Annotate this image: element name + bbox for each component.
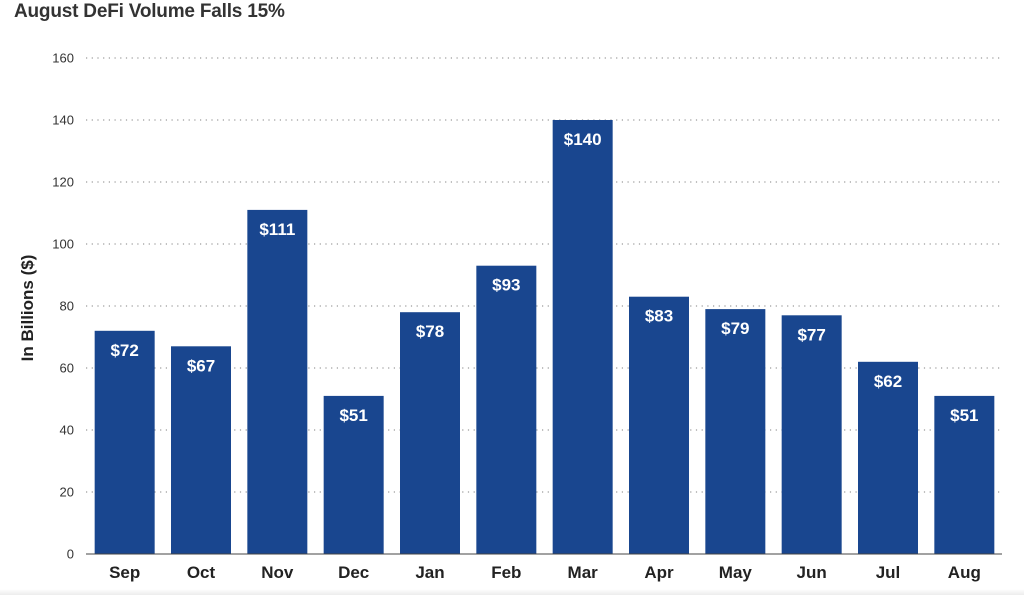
bar (705, 309, 766, 554)
bar (94, 330, 155, 554)
bar (629, 296, 689, 554)
bar (858, 361, 918, 554)
bar-value-label: $78 (416, 322, 444, 341)
x-tick-label: Jan (415, 563, 444, 582)
x-tick-label: Oct (187, 563, 216, 582)
bar-value-label: $51 (950, 406, 978, 425)
bar-value-label: $72 (110, 341, 138, 360)
x-tick-label: Sep (109, 563, 140, 582)
y-tick-label: 0 (67, 547, 74, 562)
x-tick-label: Feb (491, 563, 521, 582)
bar-value-label: $93 (492, 276, 520, 295)
bar-value-label: $79 (721, 319, 749, 338)
x-tick-label: Apr (644, 563, 674, 582)
page-bottom-shade (0, 589, 1024, 595)
x-tick-label: Dec (338, 563, 369, 582)
bar (323, 395, 384, 554)
bar (400, 312, 460, 554)
bar-value-label: $83 (645, 307, 673, 326)
y-axis-ticks: 0 20 40 60 80 100 120 140 160 (52, 51, 74, 562)
x-tick-label: Nov (261, 563, 294, 582)
bar-value-label: $62 (874, 372, 902, 391)
chart-title: August DeFi Volume Falls 15% (14, 1, 285, 22)
bar (247, 209, 308, 554)
y-tick-label: 160 (52, 51, 74, 66)
y-tick-label: 20 (60, 485, 74, 500)
x-tick-label: Jun (797, 563, 827, 582)
bar-value-label: $67 (187, 356, 215, 375)
bar (171, 346, 231, 554)
bar (934, 395, 995, 554)
bar-value-label: $77 (797, 325, 825, 344)
y-tick-label: 60 (60, 361, 74, 376)
bar (476, 265, 537, 554)
bar (552, 120, 613, 554)
bar-value-label: $111 (259, 220, 295, 239)
y-axis-title: In Billions ($) (18, 255, 37, 362)
x-axis-labels: Sep Oct Nov Dec Jan Feb Mar Apr May Jun Jul Aug (109, 563, 981, 582)
bar-value-label: $140 (564, 130, 602, 149)
bar-value-label: $51 (339, 406, 367, 425)
y-tick-label: 120 (52, 175, 74, 190)
y-tick-label: 40 (60, 423, 74, 438)
bar (781, 315, 842, 554)
y-tick-label: 140 (52, 113, 74, 128)
x-tick-label: Aug (948, 563, 981, 582)
y-tick-label: 80 (60, 299, 74, 314)
x-tick-label: May (719, 563, 753, 582)
x-tick-label: Jul (876, 563, 901, 582)
x-tick-label: Mar (568, 563, 599, 582)
y-tick-label: 100 (52, 237, 74, 252)
bars: $72 $67 $111 $51 $78 $93 $140 $83 $79 $77 $62 $51 (94, 120, 995, 554)
